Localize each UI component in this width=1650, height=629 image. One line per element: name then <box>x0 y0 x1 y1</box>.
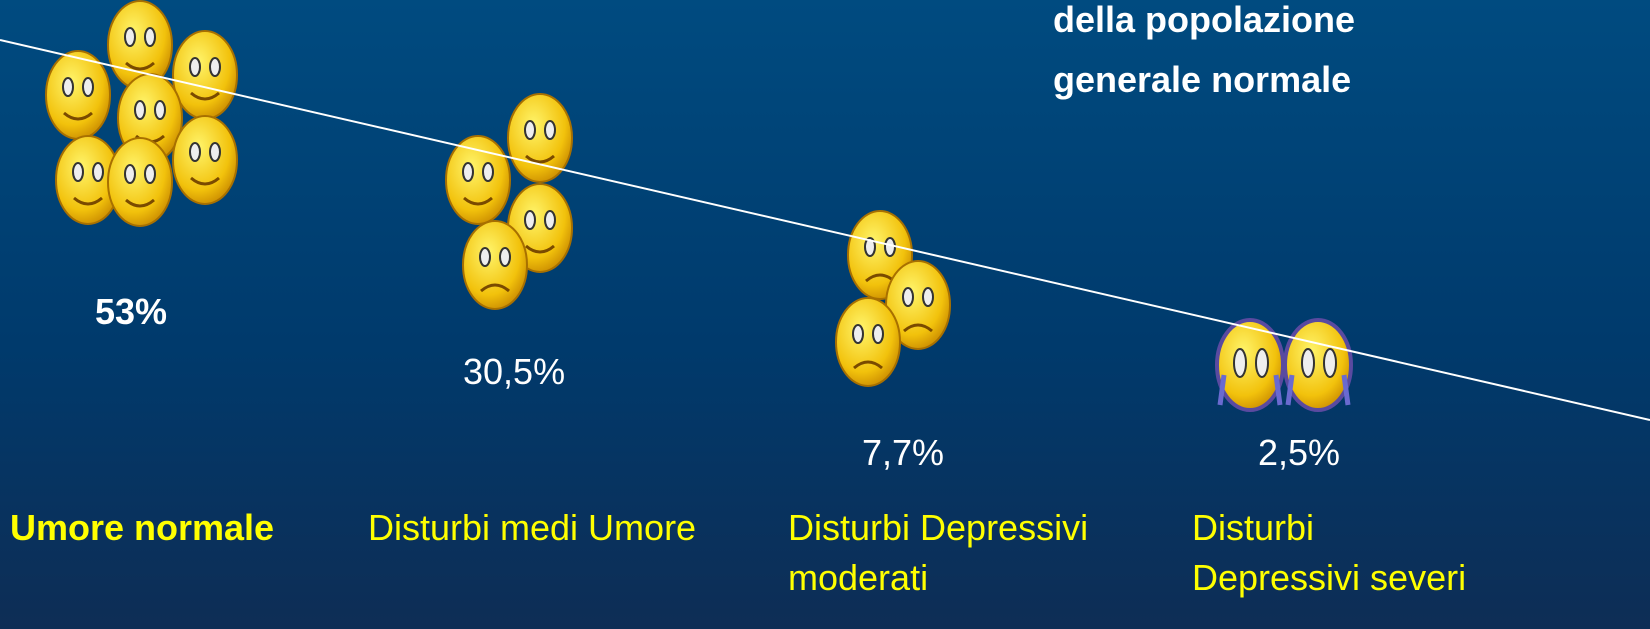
percent: 30,5% <box>463 351 566 392</box>
label: moderati <box>788 557 929 598</box>
label: Depressivi severi <box>1192 557 1467 598</box>
title-line: della popolazione <box>1053 0 1356 40</box>
trend-line <box>0 39 1650 421</box>
severe-faces <box>1217 320 1351 410</box>
title-line: generale normale <box>1053 59 1352 100</box>
percent: 2,5% <box>1258 432 1341 473</box>
label: Disturbi Depressivi <box>788 507 1089 548</box>
happy-faces <box>44 0 239 228</box>
mild-faces <box>444 92 574 311</box>
label: Disturbi medi Umore <box>368 507 697 548</box>
label: Disturbi <box>1192 507 1315 548</box>
percent: 53% <box>95 291 168 332</box>
percent: 7,7% <box>862 432 945 473</box>
label: Umore normale <box>10 507 275 548</box>
